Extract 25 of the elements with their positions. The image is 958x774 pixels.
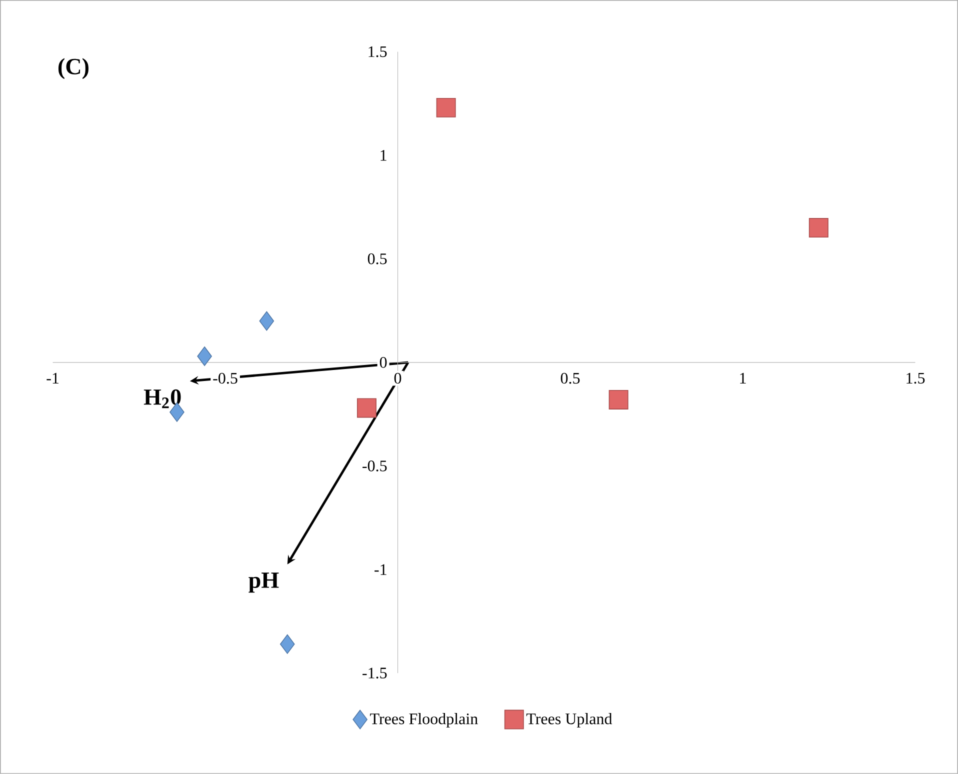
y-tick-label: 1.5 [368, 46, 387, 58]
point [808, 218, 828, 238]
x-tick-label: -0.5 [213, 372, 238, 384]
y-tick-label: -1.5 [362, 668, 387, 679]
point [280, 634, 295, 654]
legend-label: Trees Upland [526, 713, 612, 728]
annotation: H$_{2}$0 [144, 389, 181, 408]
legend-label: Trees Floodplain [370, 713, 478, 728]
y-tick-label: 1 [380, 150, 386, 161]
x-tick-label: 1 [740, 372, 746, 384]
chart-title: (C) [58, 58, 88, 80]
x-tick-label: 0.5 [560, 372, 580, 384]
y-tick-label: 0.5 [368, 253, 387, 264]
y-tick-label: -0.5 [362, 460, 387, 472]
point [356, 398, 376, 418]
x-tick-label: 1.5 [906, 372, 925, 384]
y-tick-label: 0 [380, 357, 387, 368]
point [608, 390, 628, 410]
point [197, 346, 212, 366]
point [436, 98, 456, 118]
annotation: pH [248, 572, 279, 593]
x-tick-label: -1 [46, 372, 58, 384]
point [259, 311, 274, 331]
x-tick-label: 0 [394, 372, 402, 384]
y-tick-label: -1 [374, 564, 386, 575]
